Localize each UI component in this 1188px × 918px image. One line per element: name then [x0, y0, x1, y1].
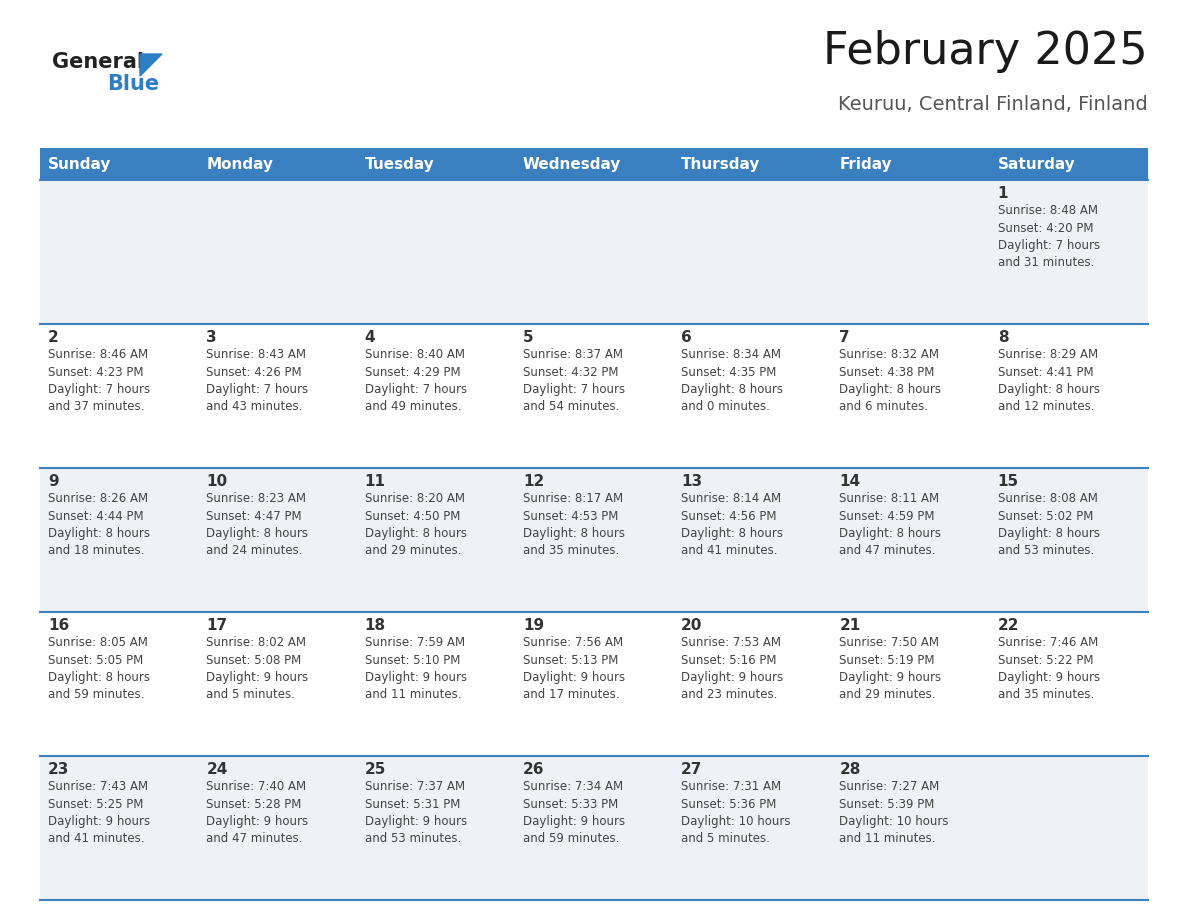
Text: Sunrise: 8:48 AM
Sunset: 4:20 PM
Daylight: 7 hours
and 31 minutes.: Sunrise: 8:48 AM Sunset: 4:20 PM Dayligh… [998, 204, 1100, 270]
Text: 2: 2 [48, 330, 58, 345]
Text: 22: 22 [998, 618, 1019, 633]
Text: Sunrise: 8:05 AM
Sunset: 5:05 PM
Daylight: 8 hours
and 59 minutes.: Sunrise: 8:05 AM Sunset: 5:05 PM Dayligh… [48, 636, 150, 701]
Text: 14: 14 [840, 474, 860, 489]
Text: Sunrise: 7:50 AM
Sunset: 5:19 PM
Daylight: 9 hours
and 29 minutes.: Sunrise: 7:50 AM Sunset: 5:19 PM Dayligh… [840, 636, 942, 701]
Text: Sunrise: 8:17 AM
Sunset: 4:53 PM
Daylight: 8 hours
and 35 minutes.: Sunrise: 8:17 AM Sunset: 4:53 PM Dayligh… [523, 492, 625, 557]
Text: 28: 28 [840, 762, 861, 777]
Bar [40, 180, 1148, 324]
Text: Sunrise: 7:34 AM
Sunset: 5:33 PM
Daylight: 9 hours
and 59 minutes.: Sunrise: 7:34 AM Sunset: 5:33 PM Dayligh… [523, 780, 625, 845]
Bar [990, 148, 1148, 180]
Text: 4: 4 [365, 330, 375, 345]
Bar [514, 148, 674, 180]
Text: Monday: Monday [207, 156, 273, 172]
Text: 5: 5 [523, 330, 533, 345]
Text: 24: 24 [207, 762, 228, 777]
Text: Sunrise: 7:31 AM
Sunset: 5:36 PM
Daylight: 10 hours
and 5 minutes.: Sunrise: 7:31 AM Sunset: 5:36 PM Dayligh… [681, 780, 791, 845]
Text: February 2025: February 2025 [823, 30, 1148, 73]
Text: Sunrise: 8:11 AM
Sunset: 4:59 PM
Daylight: 8 hours
and 47 minutes.: Sunrise: 8:11 AM Sunset: 4:59 PM Dayligh… [840, 492, 941, 557]
Text: Thursday: Thursday [681, 156, 760, 172]
Text: Sunrise: 7:43 AM
Sunset: 5:25 PM
Daylight: 9 hours
and 41 minutes.: Sunrise: 7:43 AM Sunset: 5:25 PM Dayligh… [48, 780, 150, 845]
Text: 10: 10 [207, 474, 227, 489]
Text: 17: 17 [207, 618, 227, 633]
Text: 18: 18 [365, 618, 386, 633]
Text: 15: 15 [998, 474, 1019, 489]
Bar [40, 148, 198, 180]
Bar [356, 148, 514, 180]
Bar [198, 148, 356, 180]
Bar [832, 148, 990, 180]
Text: Sunrise: 8:43 AM
Sunset: 4:26 PM
Daylight: 7 hours
and 43 minutes.: Sunrise: 8:43 AM Sunset: 4:26 PM Dayligh… [207, 348, 309, 413]
Polygon shape [140, 54, 162, 76]
Text: Sunrise: 8:08 AM
Sunset: 5:02 PM
Daylight: 8 hours
and 53 minutes.: Sunrise: 8:08 AM Sunset: 5:02 PM Dayligh… [998, 492, 1100, 557]
Text: Wednesday: Wednesday [523, 156, 621, 172]
Text: Friday: Friday [840, 156, 892, 172]
Text: Sunrise: 8:32 AM
Sunset: 4:38 PM
Daylight: 8 hours
and 6 minutes.: Sunrise: 8:32 AM Sunset: 4:38 PM Dayligh… [840, 348, 941, 413]
Text: Sunrise: 8:20 AM
Sunset: 4:50 PM
Daylight: 8 hours
and 29 minutes.: Sunrise: 8:20 AM Sunset: 4:50 PM Dayligh… [365, 492, 467, 557]
Text: Tuesday: Tuesday [365, 156, 435, 172]
Text: 8: 8 [998, 330, 1009, 345]
Text: 3: 3 [207, 330, 217, 345]
Bar [40, 612, 1148, 756]
Text: 11: 11 [365, 474, 386, 489]
Text: Sunrise: 8:23 AM
Sunset: 4:47 PM
Daylight: 8 hours
and 24 minutes.: Sunrise: 8:23 AM Sunset: 4:47 PM Dayligh… [207, 492, 308, 557]
Text: Blue: Blue [107, 74, 159, 94]
Text: 27: 27 [681, 762, 702, 777]
Bar [40, 468, 1148, 612]
Text: 21: 21 [840, 618, 860, 633]
Text: 12: 12 [523, 474, 544, 489]
Text: Sunrise: 8:29 AM
Sunset: 4:41 PM
Daylight: 8 hours
and 12 minutes.: Sunrise: 8:29 AM Sunset: 4:41 PM Dayligh… [998, 348, 1100, 413]
Text: Sunrise: 7:53 AM
Sunset: 5:16 PM
Daylight: 9 hours
and 23 minutes.: Sunrise: 7:53 AM Sunset: 5:16 PM Dayligh… [681, 636, 783, 701]
Text: Sunrise: 8:46 AM
Sunset: 4:23 PM
Daylight: 7 hours
and 37 minutes.: Sunrise: 8:46 AM Sunset: 4:23 PM Dayligh… [48, 348, 150, 413]
Text: 19: 19 [523, 618, 544, 633]
Text: Sunrise: 8:26 AM
Sunset: 4:44 PM
Daylight: 8 hours
and 18 minutes.: Sunrise: 8:26 AM Sunset: 4:44 PM Dayligh… [48, 492, 150, 557]
Text: General: General [52, 52, 144, 72]
Text: Sunrise: 8:34 AM
Sunset: 4:35 PM
Daylight: 8 hours
and 0 minutes.: Sunrise: 8:34 AM Sunset: 4:35 PM Dayligh… [681, 348, 783, 413]
Text: 23: 23 [48, 762, 69, 777]
Text: 13: 13 [681, 474, 702, 489]
Text: Sunrise: 7:27 AM
Sunset: 5:39 PM
Daylight: 10 hours
and 11 minutes.: Sunrise: 7:27 AM Sunset: 5:39 PM Dayligh… [840, 780, 949, 845]
Text: Sunday: Sunday [48, 156, 112, 172]
Text: 25: 25 [365, 762, 386, 777]
Bar [674, 148, 832, 180]
Text: Sunrise: 7:56 AM
Sunset: 5:13 PM
Daylight: 9 hours
and 17 minutes.: Sunrise: 7:56 AM Sunset: 5:13 PM Dayligh… [523, 636, 625, 701]
Bar [40, 324, 1148, 468]
Bar [40, 756, 1148, 900]
Text: Sunrise: 7:59 AM
Sunset: 5:10 PM
Daylight: 9 hours
and 11 minutes.: Sunrise: 7:59 AM Sunset: 5:10 PM Dayligh… [365, 636, 467, 701]
Text: Sunrise: 8:14 AM
Sunset: 4:56 PM
Daylight: 8 hours
and 41 minutes.: Sunrise: 8:14 AM Sunset: 4:56 PM Dayligh… [681, 492, 783, 557]
Text: Keuruu, Central Finland, Finland: Keuruu, Central Finland, Finland [839, 95, 1148, 114]
Text: 6: 6 [681, 330, 691, 345]
Text: 7: 7 [840, 330, 851, 345]
Text: Sunrise: 8:40 AM
Sunset: 4:29 PM
Daylight: 7 hours
and 49 minutes.: Sunrise: 8:40 AM Sunset: 4:29 PM Dayligh… [365, 348, 467, 413]
Text: Sunrise: 7:37 AM
Sunset: 5:31 PM
Daylight: 9 hours
and 53 minutes.: Sunrise: 7:37 AM Sunset: 5:31 PM Dayligh… [365, 780, 467, 845]
Text: 1: 1 [998, 186, 1009, 201]
Text: 16: 16 [48, 618, 69, 633]
Text: Sunrise: 8:37 AM
Sunset: 4:32 PM
Daylight: 7 hours
and 54 minutes.: Sunrise: 8:37 AM Sunset: 4:32 PM Dayligh… [523, 348, 625, 413]
Text: Sunrise: 7:40 AM
Sunset: 5:28 PM
Daylight: 9 hours
and 47 minutes.: Sunrise: 7:40 AM Sunset: 5:28 PM Dayligh… [207, 780, 309, 845]
Text: Saturday: Saturday [998, 156, 1075, 172]
Text: 9: 9 [48, 474, 58, 489]
Text: 20: 20 [681, 618, 702, 633]
Text: Sunrise: 7:46 AM
Sunset: 5:22 PM
Daylight: 9 hours
and 35 minutes.: Sunrise: 7:46 AM Sunset: 5:22 PM Dayligh… [998, 636, 1100, 701]
Text: 26: 26 [523, 762, 544, 777]
Text: Sunrise: 8:02 AM
Sunset: 5:08 PM
Daylight: 9 hours
and 5 minutes.: Sunrise: 8:02 AM Sunset: 5:08 PM Dayligh… [207, 636, 309, 701]
